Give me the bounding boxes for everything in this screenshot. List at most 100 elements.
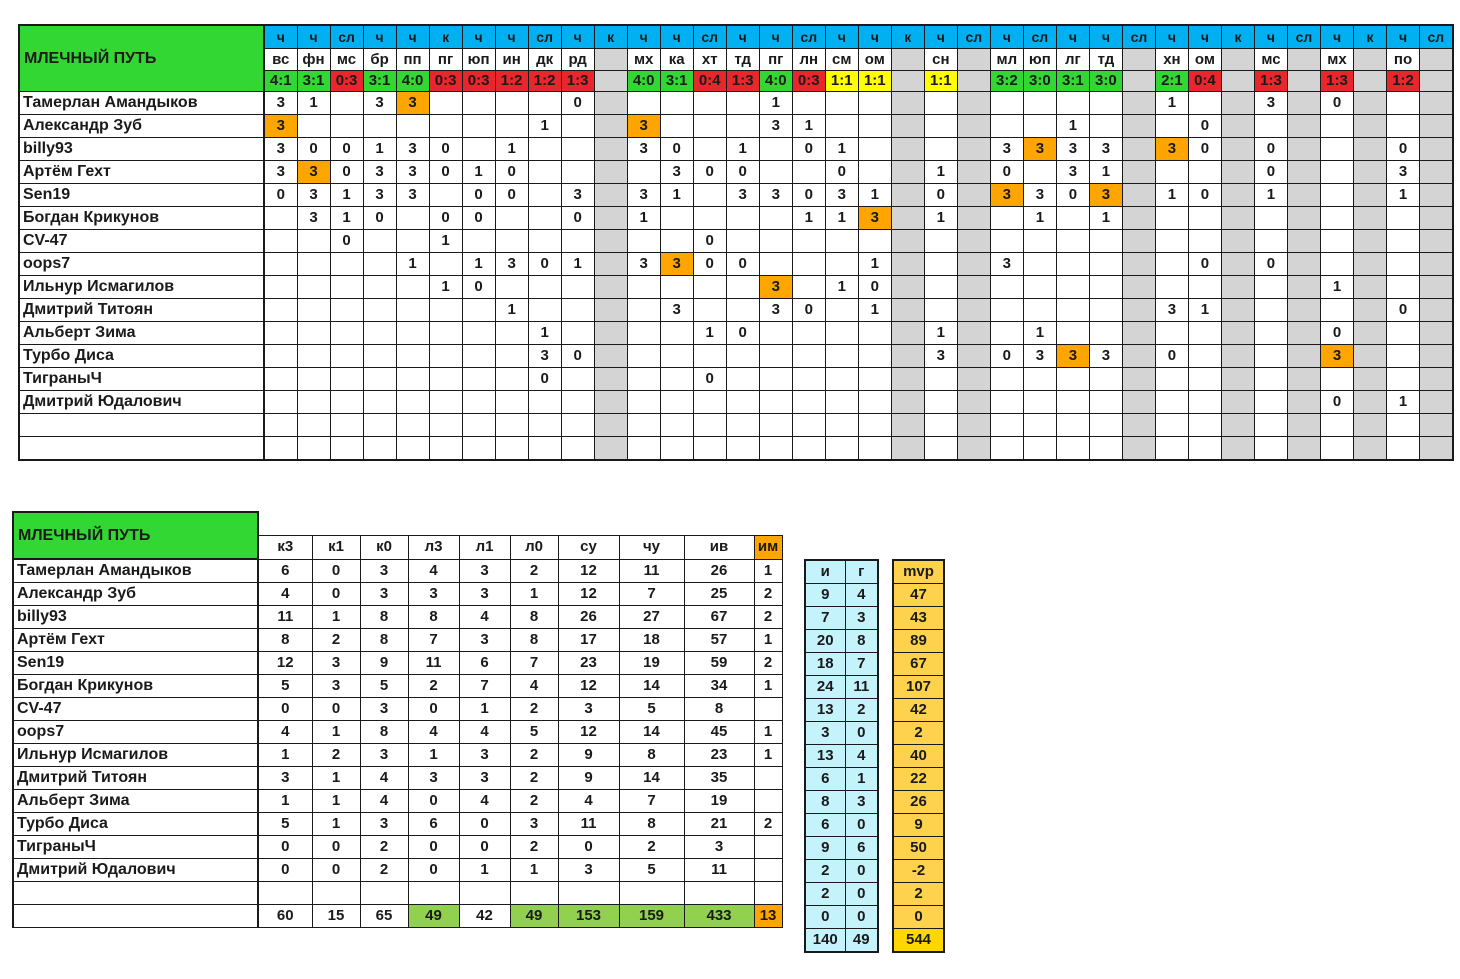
player-score-cell	[527, 137, 562, 161]
player-row: Дмитрий Юдалович 0 1	[18, 390, 1454, 414]
player-score-cell: 0	[428, 137, 463, 161]
player-score-cell	[494, 390, 529, 414]
player-score-cell	[1353, 91, 1388, 115]
stats-value-cell: 2	[311, 743, 361, 767]
player-score-cell	[1286, 390, 1322, 414]
stats-value-cell: 5	[618, 697, 685, 721]
player-score-cell	[956, 206, 991, 230]
player-score-cell	[725, 367, 760, 391]
stats-value-cell: 8	[359, 605, 409, 629]
empty-cell	[1055, 436, 1090, 461]
player-score-cell: 1	[791, 206, 826, 230]
match-type-cell: ч	[560, 24, 595, 49]
stats-value-cell: 8	[618, 743, 685, 767]
opponent-cell: вс	[263, 48, 298, 71]
player-score-cell	[1088, 91, 1123, 115]
player-score-cell: 3	[725, 183, 760, 207]
stats-value-cell: 4	[458, 720, 511, 744]
stats-header-cell: су	[557, 534, 620, 560]
opponent-cell	[1419, 48, 1454, 71]
player-score-cell	[1353, 229, 1388, 253]
player-score-cell	[1419, 367, 1454, 391]
stats-value-cell: 3	[359, 743, 409, 767]
stats-value-cell: 1	[753, 628, 783, 652]
stats-value-cell: 1	[311, 605, 361, 629]
match-type-cell: ч	[1253, 24, 1288, 49]
player-score-cell	[989, 275, 1024, 299]
player-score-cell	[1353, 344, 1388, 368]
player-score-cell	[1253, 390, 1288, 414]
stats-value-cell: 2	[509, 835, 559, 859]
player-score-cell: 3	[1088, 183, 1123, 207]
player-score-cell	[890, 91, 925, 115]
player-score-cell: 1	[1022, 321, 1057, 345]
player-score-cell	[1386, 229, 1421, 253]
player-score-cell	[1022, 367, 1057, 391]
player-score-cell: 1	[494, 137, 529, 161]
match-type-cell: ч	[758, 24, 793, 49]
player-score-cell	[296, 321, 331, 345]
player-score-cell	[1121, 321, 1156, 345]
match-type-cell: ч	[1055, 24, 1090, 49]
ig-i-cell: 2	[804, 882, 846, 906]
stats-value-cell: 3	[557, 697, 620, 721]
opponent-cell	[1220, 48, 1255, 71]
player-score-cell	[923, 229, 958, 253]
score-cell	[1286, 70, 1322, 92]
ig-g-cell: 3	[844, 790, 879, 814]
stats-value-cell: 4	[359, 789, 409, 813]
player-score-cell: 1	[428, 275, 463, 299]
stats-value-cell: 57	[683, 628, 755, 652]
team-title: МЛЕЧНЫЙ ПУТЬ	[18, 24, 265, 92]
empty-cell	[989, 413, 1024, 437]
stats-value-cell: 3	[311, 674, 361, 698]
player-score-cell	[263, 390, 298, 414]
player-score-cell	[1253, 114, 1288, 138]
score-cell: 1:3	[560, 70, 595, 92]
empty-cell	[1088, 413, 1123, 437]
player-score-cell: 1	[824, 275, 859, 299]
mvp-cell: 42	[892, 698, 945, 722]
player-score-cell	[329, 114, 364, 138]
player-score-cell: 3	[395, 91, 430, 115]
ig-total-i: 140	[804, 928, 846, 953]
stats-value-cell: 11	[407, 651, 460, 675]
player-score-cell	[923, 298, 958, 322]
player-score-cell	[1353, 367, 1388, 391]
player-score-cell: 0	[329, 160, 364, 184]
empty-cell	[395, 413, 430, 437]
player-score-cell	[1386, 367, 1421, 391]
score-cell: 3:1	[659, 70, 694, 92]
player-score-cell: 1	[1319, 275, 1355, 299]
player-row: Альберт Зима 1 1 0 1 1 0	[18, 321, 1454, 345]
player-score-cell: 0	[428, 206, 463, 230]
player-score-cell	[593, 344, 628, 368]
player-score-cell	[1253, 344, 1288, 368]
mvp-total-cell: 544	[892, 928, 945, 953]
opponent-cell: сн	[923, 48, 958, 71]
player-score-cell	[296, 344, 331, 368]
empty-cell	[1121, 436, 1156, 461]
player-score-cell	[1419, 183, 1454, 207]
player-score-cell	[1286, 275, 1322, 299]
player-score-cell: 3	[1319, 344, 1355, 368]
player-score-cell	[1319, 160, 1355, 184]
player-score-cell: 1	[857, 183, 892, 207]
player-score-cell	[725, 344, 760, 368]
empty-cell	[461, 413, 496, 437]
stats-value-cell: 45	[683, 720, 755, 744]
player-score-cell	[824, 252, 859, 276]
score-cell: 0:3	[428, 70, 463, 92]
player-score-cell: 0	[329, 137, 364, 161]
player-score-cell	[593, 183, 628, 207]
player-score-cell: 0	[824, 160, 859, 184]
player-score-cell	[1187, 275, 1222, 299]
player-score-cell	[461, 229, 496, 253]
player-name: Альберт Зима	[18, 321, 265, 345]
player-score-cell	[461, 298, 496, 322]
player-score-cell	[1022, 160, 1057, 184]
stats-value-cell: 12	[557, 582, 620, 606]
player-score-cell	[725, 298, 760, 322]
